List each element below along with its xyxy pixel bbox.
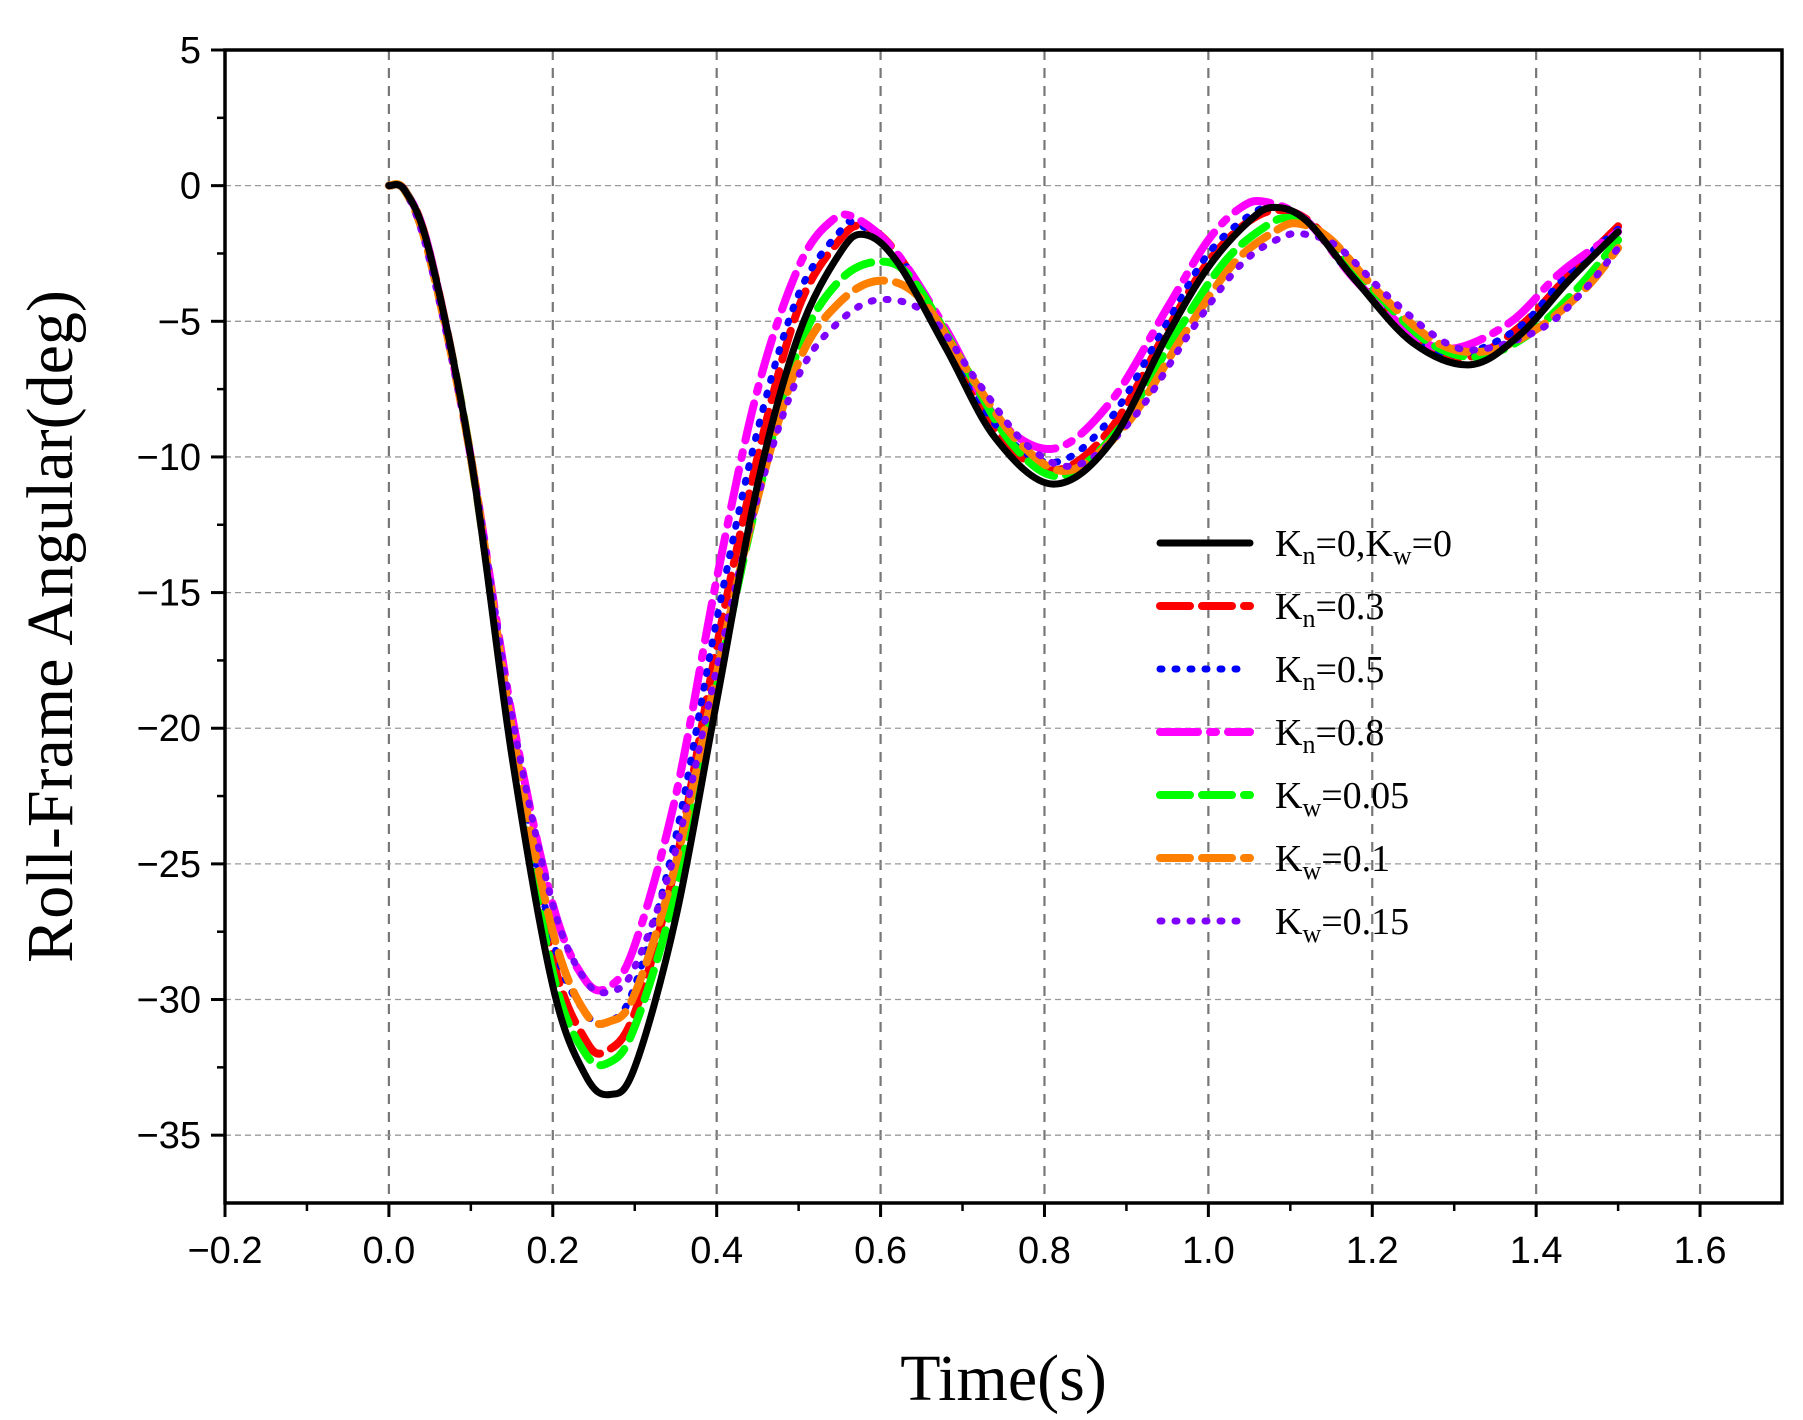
x-tick-label: 1.0	[1182, 1230, 1235, 1272]
legend: Kn=0,Kw=0Kn=0.3Kn=0.5Kn=0.8Kw=0.05Kw=0.1…	[1156, 523, 1452, 948]
legend-subscript: w	[1302, 856, 1321, 885]
legend-label-7: Kw=0.15	[1275, 901, 1409, 948]
legend-label-2: Kn=0.3	[1275, 586, 1384, 633]
legend-text-part: K	[1275, 901, 1303, 943]
x-tick-label: 0.6	[854, 1230, 907, 1272]
x-tick-label: 0.8	[1018, 1230, 1071, 1272]
y-tick-label: 5	[180, 30, 201, 72]
legend-text-part: K	[1275, 775, 1303, 817]
legend-label-1: Kn=0,Kw=0	[1275, 523, 1452, 570]
axis-ticks	[211, 48, 1702, 1217]
x-tick-label: −0.2	[187, 1230, 262, 1272]
legend-subscript: n	[1302, 541, 1315, 570]
legend-text-part: K	[1275, 838, 1303, 880]
legend-subscript: n	[1302, 730, 1315, 759]
legend-text-part: K	[1275, 523, 1303, 565]
legend-text-part: =0,K	[1315, 523, 1393, 565]
legend-subscript: w	[1393, 541, 1412, 570]
legend-label-3: Kn=0.5	[1275, 649, 1384, 696]
x-tick-label: 1.2	[1346, 1230, 1399, 1272]
legend-text-part: =0.8	[1315, 712, 1384, 754]
series-layer	[384, 180, 1623, 1099]
legend-label-6: Kw=0.1	[1275, 838, 1390, 885]
legend-subscript: n	[1302, 604, 1315, 633]
y-tick-label: −10	[137, 437, 201, 479]
legend-text-part: =0.1	[1321, 838, 1390, 880]
plot-frame	[223, 48, 1784, 1205]
y-tick-label: −15	[137, 573, 201, 615]
legend-text-part: K	[1275, 712, 1303, 754]
y-tick-label: −20	[137, 708, 201, 750]
legend-subscript: w	[1302, 793, 1321, 822]
legend-text-part: =0.15	[1321, 901, 1409, 943]
legend-text-part: K	[1275, 649, 1303, 691]
x-tick-label: 1.6	[1674, 1230, 1727, 1272]
series-line-1	[385, 180, 1622, 1099]
x-tick-label: 0.4	[690, 1230, 743, 1272]
y-axis-title: Roll-Frame Angular(deg)	[14, 290, 87, 963]
tick-labels: −0.2 0.0 0.2 0.4 0.6 0.8 1.0 1.2 1.4 1.6 5 0 −5 −10 −1…	[137, 30, 1727, 1272]
legend-text-part: K	[1275, 586, 1303, 628]
x-tick-label: 1.4	[1510, 1230, 1563, 1272]
grid-lines	[225, 50, 1782, 1203]
legend-text-part: =0	[1412, 523, 1452, 565]
x-tick-label: 0.0	[362, 1230, 415, 1272]
legend-text-part: =0.5	[1315, 649, 1384, 691]
legend-text-part: =0.3	[1315, 586, 1384, 628]
legend-label-4: Kn=0.8	[1275, 712, 1384, 759]
x-axis-title: Time(s)	[900, 1342, 1107, 1415]
y-tick-label: −30	[137, 980, 201, 1022]
y-tick-label: −5	[158, 301, 201, 343]
legend-subscript: w	[1302, 919, 1321, 948]
legend-label-5: Kw=0.05	[1275, 775, 1409, 822]
y-tick-label: 0	[180, 166, 201, 208]
y-tick-label: −25	[137, 844, 201, 886]
x-tick-label: 0.2	[526, 1230, 579, 1272]
legend-subscript: n	[1302, 667, 1315, 696]
y-tick-label: −35	[137, 1115, 201, 1157]
series-line-7	[385, 180, 1622, 997]
legend-text-part: =0.05	[1321, 775, 1409, 817]
